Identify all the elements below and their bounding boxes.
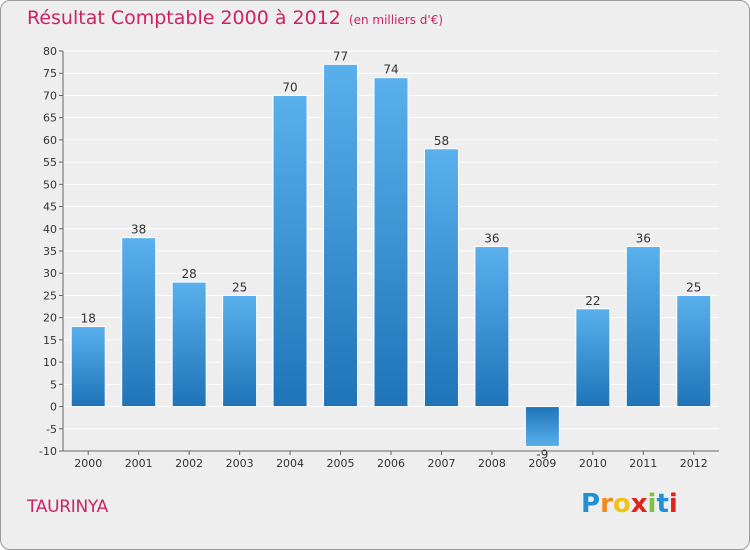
data-label-2011: 36 <box>636 232 651 246</box>
bar-2011 <box>625 246 661 408</box>
x-tick-label-2009: 2009 <box>528 457 556 470</box>
x-tick-label-2011: 2011 <box>629 457 657 470</box>
y-tick-label: 80 <box>43 45 57 58</box>
x-tick-label-2001: 2001 <box>125 457 153 470</box>
bar-2003 <box>222 294 258 408</box>
x-tick-label-2007: 2007 <box>427 457 455 470</box>
chart-unit-label: (en milliers d'€) <box>348 13 444 27</box>
y-tick-label: 15 <box>43 334 57 347</box>
data-label-2000: 18 <box>81 312 96 326</box>
x-tick-label-2004: 2004 <box>276 457 304 470</box>
data-label-2012: 25 <box>686 280 701 294</box>
bars-layer <box>70 63 712 448</box>
y-tick-label: 60 <box>43 134 57 147</box>
bar-2012 <box>676 294 712 408</box>
y-tick-label: 50 <box>43 178 57 191</box>
y-tick-label: 65 <box>43 112 57 125</box>
bar-2007 <box>423 148 459 408</box>
axis-layer: -10 -5 0 5 10 15 20 25 30 35 40 45 50 55 60 65 70 75 80 200… <box>39 45 719 470</box>
bar-2005 <box>323 63 359 408</box>
y-tick-label: 30 <box>43 267 57 280</box>
bar-2001 <box>121 237 157 408</box>
x-tick-label-2010: 2010 <box>579 457 607 470</box>
y-tick-label: 25 <box>43 289 57 302</box>
y-tick-label: -10 <box>39 445 57 458</box>
logo-letter: P <box>581 489 601 519</box>
logo-letter: i <box>647 489 657 519</box>
x-tick-label-2008: 2008 <box>478 457 506 470</box>
logo-letter: r <box>600 489 613 519</box>
data-label-2002: 28 <box>182 267 197 281</box>
data-label-2004: 70 <box>282 80 297 94</box>
chart-title: Résultat Comptable 2000 à 2012 <box>27 7 341 29</box>
x-tick-label-2012: 2012 <box>680 457 708 470</box>
data-label-2006: 74 <box>383 63 398 77</box>
data-label-2007: 58 <box>434 134 449 148</box>
bar-2000 <box>70 326 106 408</box>
y-tick-label: 55 <box>43 156 57 169</box>
chart-title-block: Résultat Comptable 2000 à 2012 (en millie… <box>27 7 443 29</box>
proxiti-logo: Proxiti <box>581 489 678 519</box>
y-tick-label: 45 <box>43 201 57 214</box>
bar-2008 <box>474 246 510 408</box>
y-tick-label: -5 <box>46 423 57 436</box>
y-tick-label: 75 <box>43 67 57 80</box>
bar-2002 <box>171 281 207 408</box>
y-tick-label: 10 <box>43 356 57 369</box>
logo-letter: o <box>612 489 631 519</box>
data-label-2010: 22 <box>585 294 600 308</box>
data-label-2001: 38 <box>131 223 146 237</box>
bar-2010 <box>575 308 611 408</box>
y-tick-label: 20 <box>43 312 57 325</box>
data-label-2003: 25 <box>232 280 247 294</box>
logo-letter: i <box>668 489 678 519</box>
x-tick-label-2003: 2003 <box>226 457 254 470</box>
y-tick-label: 40 <box>43 223 57 236</box>
logo-letter: x <box>630 489 648 519</box>
logo-letter: t <box>656 489 669 519</box>
y-tick-label: 0 <box>50 401 57 414</box>
data-label-2005: 77 <box>333 49 348 63</box>
bar-2006 <box>373 77 409 408</box>
y-tick-label: 35 <box>43 245 57 258</box>
x-tick-label-2002: 2002 <box>175 457 203 470</box>
data-label-2008: 36 <box>484 232 499 246</box>
y-tick-label: 70 <box>43 89 57 102</box>
bar-2009 <box>524 406 560 448</box>
bar-2004 <box>272 94 308 408</box>
location-name: TAURINYA <box>27 497 108 517</box>
x-tick-label-2005: 2005 <box>327 457 355 470</box>
y-tick-label: 5 <box>50 378 57 391</box>
x-tick-label-2000: 2000 <box>74 457 102 470</box>
x-tick-label-2006: 2006 <box>377 457 405 470</box>
